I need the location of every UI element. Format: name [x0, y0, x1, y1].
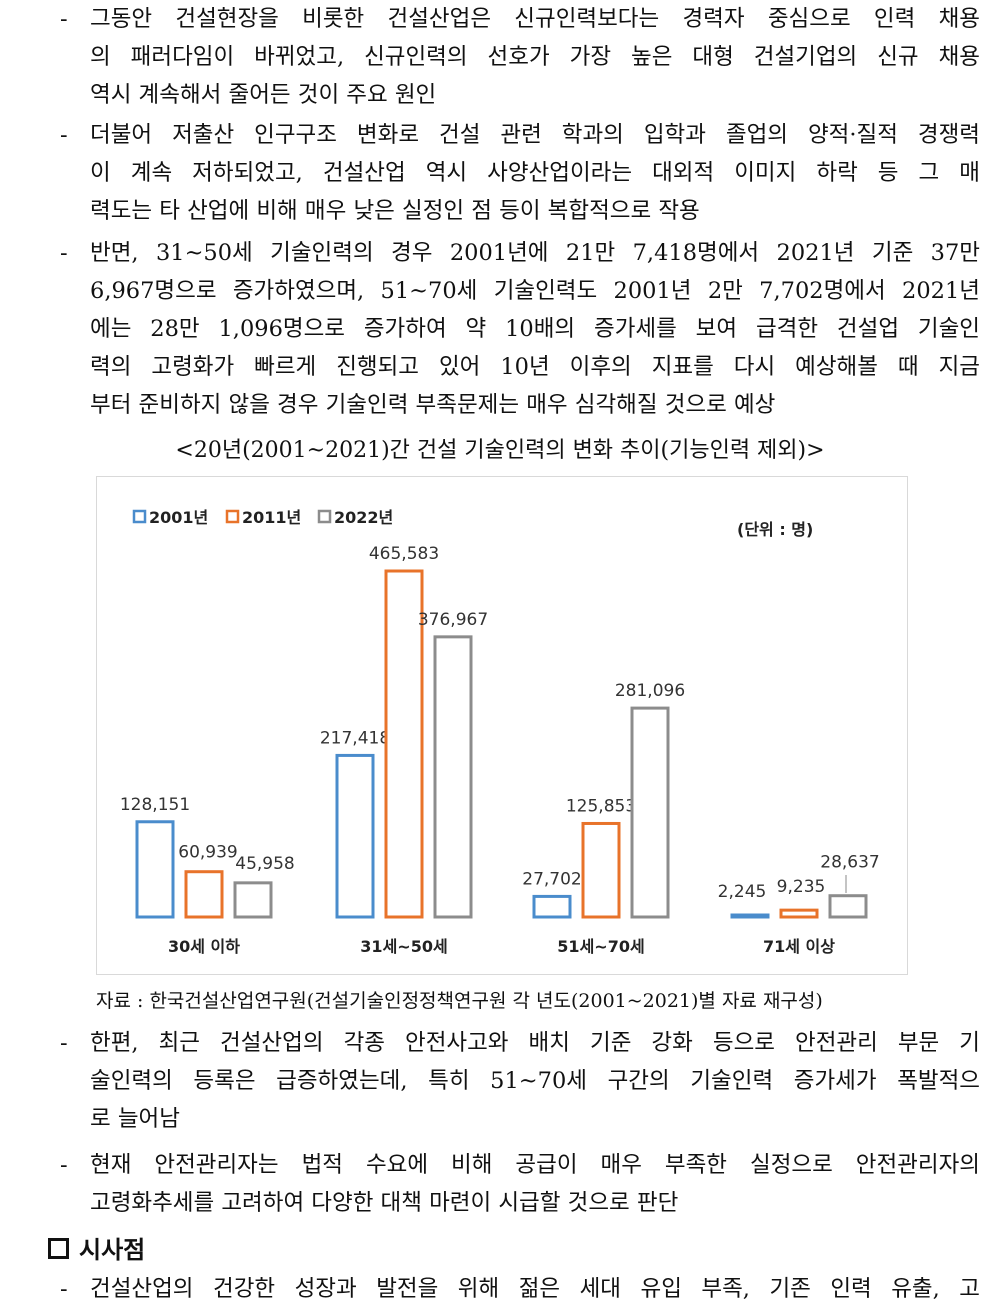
- bullet-dash: -: [60, 1030, 68, 1056]
- bullet-line: 로 늘어남: [90, 1106, 180, 1132]
- bar: [335, 753, 375, 919]
- data-label: 60,939: [178, 843, 237, 863]
- data-label: 9,235: [777, 877, 826, 897]
- bullet-line: 부터 준비하지 않을 경우 기술인력 부족문제는 매우 심각해질 것으로 예상: [90, 392, 776, 418]
- bullet-line: 건설산업의 건강한 성장과 발전을 위해 젊은 세대 유입 부족, 기존 인력 …: [90, 1276, 980, 1302]
- legend-label: 2022년: [334, 508, 393, 527]
- bullet-dash: -: [60, 240, 68, 266]
- category-label: 51세~70세: [557, 937, 644, 956]
- legend-label: 2011년: [242, 508, 301, 527]
- bar: [184, 870, 224, 919]
- bullet-line: 력도는 타 산업에 비해 매우 낮은 실정인 점 등이 복합적으로 작용: [90, 198, 700, 224]
- bullet-dash: -: [60, 1276, 68, 1302]
- bullet-line: 그동안 건설현장을 비롯한 건설산업은 신규인력보다는 경력자 중심으로 인력 …: [90, 6, 980, 32]
- bar: [630, 706, 670, 919]
- bar: [135, 820, 175, 919]
- bar: [828, 894, 868, 919]
- data-label: 217,418: [320, 728, 390, 748]
- data-label: 45,958: [235, 854, 294, 874]
- bullet-line: 력의 고령화가 빠르게 진행되고 있어 10년 이후의 지표를 다시 예상해볼 …: [90, 354, 980, 380]
- bar: [433, 635, 473, 919]
- legend-swatch: [317, 509, 332, 524]
- section-heading-text: 시사점: [79, 1236, 146, 1264]
- bullet-line: 한편, 최근 건설산업의 각종 안전사고와 배치 기준 강화 등으로 안전관리 …: [90, 1030, 980, 1056]
- data-label: 125,853: [566, 796, 636, 816]
- bullet-line: 이 계속 저하되었고, 건설산업 역시 사양산업이라는 대외적 이미지 하락 등…: [90, 160, 980, 186]
- data-label: 28,637: [820, 853, 879, 873]
- bullet-dash: -: [60, 122, 68, 148]
- bullet-line: 현재 안전관리자는 법적 수요에 비해 공급이 매우 부족한 실정으로 안전관리…: [90, 1152, 980, 1178]
- bar: [233, 881, 273, 919]
- bullet-1: - 그동안 건설현장을 비롯한 건설산업은 신규인력보다는 경력자 중심으로 인…: [60, 0, 980, 114]
- bar-chart: 2001년 2011년 2022년 (단위 : 명) 128,151 60,93945,9…: [120, 508, 880, 956]
- data-label: 281,096: [615, 681, 685, 701]
- chart-source: 자료 : 한국건설산업연구원(건설기술인정정책연구원 각 년도(2001~202…: [96, 990, 823, 1012]
- bullet-4: - 한편, 최근 건설산업의 각종 안전사고와 배치 기준 강화 등으로 안전관…: [60, 1024, 980, 1138]
- bullet-line: 반면, 31~50세 기술인력의 경우 2001년에 21만 7,418명에서 …: [90, 240, 980, 266]
- bullet-line: 술인력의 등록은 급증하였는데, 특히 51~70세 구간의 기술인력 증가세가…: [90, 1068, 980, 1094]
- legend-swatch: [225, 509, 240, 524]
- bullet-line: 더불어 저출산 인구구조 변화로 건설 관련 학과의 입학과 졸업의 양적·질적…: [90, 122, 980, 148]
- unit-label: (단위 : 명): [737, 520, 813, 539]
- data-label: 465,583: [369, 544, 439, 564]
- data-label: 27,702: [522, 869, 581, 889]
- bullet-line: 의 패러다임이 바뀌었고, 신규인력의 선호가 가장 높은 대형 건설기업의 신…: [90, 44, 980, 70]
- legend-swatch: [132, 509, 147, 524]
- bullet-3: - 반면, 31~50세 기술인력의 경우 2001년에 21만 7,418명에…: [60, 234, 980, 424]
- bullet-line: 고령화추세를 고려하여 다양한 대책 마련이 시급할 것으로 판단: [90, 1190, 679, 1216]
- checkbox-square-icon: [48, 1238, 69, 1259]
- chart-caption: <20년(2001~2021)간 건설 기술인력의 변화 추이(기능인력 제외)…: [175, 438, 825, 463]
- bullet-line: 6,967명으로 증가하였으며, 51~70세 기술인력도 2001년 2만 7…: [90, 278, 980, 304]
- chart-container: 2001년 2011년 2022년 (단위 : 명) 128,151 60,939 45,9…: [96, 476, 908, 975]
- bullet-line: 에는 28만 1,096명으로 증가하여 약 10배의 증가세를 보여 급격한 …: [90, 316, 980, 342]
- bar: [779, 908, 819, 919]
- data-label: 376,967: [418, 610, 488, 630]
- bullet-6: - 건설산업의 건강한 성장과 발전을 위해 젊은 세대 유입 부족, 기존 인…: [60, 1270, 980, 1308]
- bullet-line: 역시 계속해서 줄어든 것이 주요 원인: [90, 82, 437, 108]
- bullet-dash: -: [60, 1152, 68, 1178]
- data-label: 2,245: [718, 882, 767, 902]
- category-label: 71세 이상: [763, 937, 835, 956]
- bullet-5: - 현재 안전관리자는 법적 수요에 비해 공급이 매우 부족한 실정으로 안전…: [60, 1146, 980, 1222]
- bar: [384, 569, 424, 919]
- bullet-dash: -: [60, 6, 68, 32]
- category-label: 30세 이하: [168, 937, 240, 956]
- data-label: 128,151: [120, 795, 190, 815]
- bullet-2: - 더불어 저출산 인구구조 변화로 건설 관련 학과의 입학과 졸업의 양적·…: [60, 116, 980, 230]
- bar: [581, 821, 621, 919]
- bar: [730, 913, 770, 919]
- section-heading: 시사점: [48, 1230, 145, 1265]
- bar: [532, 894, 572, 919]
- legend-label: 2001년: [149, 508, 208, 527]
- category-label: 31세~50세: [360, 937, 447, 956]
